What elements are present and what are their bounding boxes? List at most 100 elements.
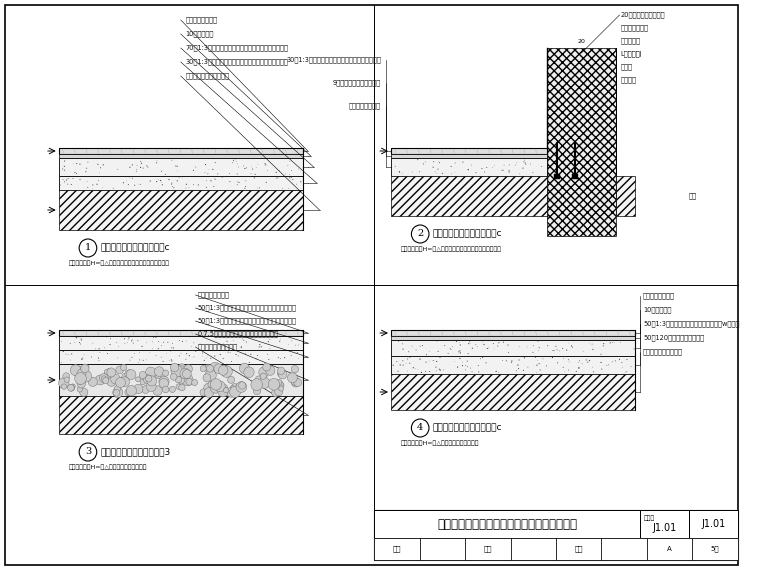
Point (236, 335, 249, 344)
Circle shape (268, 378, 280, 390)
Point (291, 348, 303, 357)
Point (74, 339, 87, 348)
Point (55, 337, 68, 347)
Text: 计划: 计划 (393, 545, 401, 552)
Point (553, 347, 565, 356)
Point (404, 353, 416, 362)
Circle shape (125, 389, 131, 396)
Point (601, 361, 613, 370)
Point (549, 342, 562, 351)
Text: 50厚120厚钢筋混凝土及斗斗: 50厚120厚钢筋混凝土及斗斗 (643, 335, 704, 341)
Point (392, 337, 404, 346)
Point (204, 354, 217, 363)
Point (471, 342, 483, 351)
Point (432, 157, 445, 166)
Point (410, 364, 422, 373)
Point (253, 343, 265, 352)
Circle shape (88, 377, 97, 386)
Point (557, 353, 569, 363)
Bar (59, 336, 303, 350)
Point (513, 356, 525, 365)
Circle shape (236, 381, 247, 392)
Text: 石材（元防水、有垫层）：3: 石材（元防水、有垫层）：3 (100, 447, 171, 457)
Point (82, 157, 94, 166)
Point (166, 156, 178, 165)
Point (150, 351, 162, 360)
Point (226, 357, 238, 366)
Circle shape (185, 379, 192, 385)
Text: L承不锈钢J: L承不锈钢J (620, 51, 642, 58)
Point (490, 367, 502, 376)
Text: 各种厚度：应H=一△、下八三、电梯厅跳台迟见相应图纸: 各种厚度：应H=一△、下八三、电梯厅跳台迟见相应图纸 (68, 260, 169, 266)
Point (276, 184, 288, 193)
Point (233, 178, 245, 187)
Text: 石材（八面磨光）: 石材（八面磨光） (349, 103, 381, 109)
Point (546, 346, 559, 355)
Text: 3: 3 (85, 447, 91, 457)
Point (597, 339, 610, 348)
Circle shape (62, 384, 67, 389)
Circle shape (263, 363, 271, 371)
Point (137, 164, 149, 173)
Circle shape (77, 377, 84, 384)
Point (616, 363, 629, 372)
Circle shape (146, 367, 156, 377)
Point (271, 173, 283, 182)
Point (464, 337, 476, 347)
Text: 设计: 设计 (575, 545, 583, 552)
Point (252, 351, 264, 360)
Point (124, 163, 136, 172)
Point (71, 159, 83, 168)
Point (518, 157, 530, 166)
Point (621, 367, 633, 376)
Circle shape (122, 373, 129, 381)
Point (233, 162, 245, 172)
Point (59, 177, 71, 186)
Text: 嵌缝弹水: 嵌缝弹水 (620, 77, 637, 83)
Point (392, 367, 404, 376)
Point (135, 180, 147, 189)
Point (423, 367, 435, 376)
Circle shape (260, 373, 266, 380)
Point (87, 181, 99, 190)
Point (595, 349, 607, 359)
Point (457, 157, 469, 166)
Point (517, 164, 529, 173)
Circle shape (77, 369, 86, 378)
Point (74, 160, 86, 169)
Circle shape (276, 380, 283, 388)
Point (488, 344, 500, 353)
Circle shape (180, 368, 190, 379)
Point (217, 354, 230, 363)
Point (460, 365, 472, 374)
Circle shape (218, 386, 228, 397)
Bar (59, 148, 303, 154)
Text: 9厚素水泥浆（掺口水泥）: 9厚素水泥浆（掺口水泥） (333, 80, 381, 86)
Circle shape (182, 369, 192, 378)
Point (93, 353, 105, 363)
Point (71, 333, 84, 342)
Point (478, 340, 490, 349)
Point (231, 180, 243, 189)
Point (451, 363, 464, 372)
Point (166, 178, 178, 188)
Point (587, 367, 600, 376)
Circle shape (113, 389, 120, 396)
Point (201, 183, 213, 192)
Point (477, 353, 489, 362)
Point (244, 358, 256, 367)
Point (498, 161, 510, 170)
Circle shape (105, 369, 114, 378)
Circle shape (177, 376, 185, 384)
Circle shape (256, 377, 264, 385)
Bar (572, 174, 578, 179)
Point (65, 349, 78, 359)
Point (394, 167, 406, 176)
Circle shape (207, 365, 214, 372)
Text: 系统号: 系统号 (644, 515, 655, 520)
Point (467, 344, 479, 353)
Point (434, 365, 446, 374)
Point (406, 341, 418, 351)
Point (81, 164, 93, 173)
Circle shape (78, 369, 87, 378)
